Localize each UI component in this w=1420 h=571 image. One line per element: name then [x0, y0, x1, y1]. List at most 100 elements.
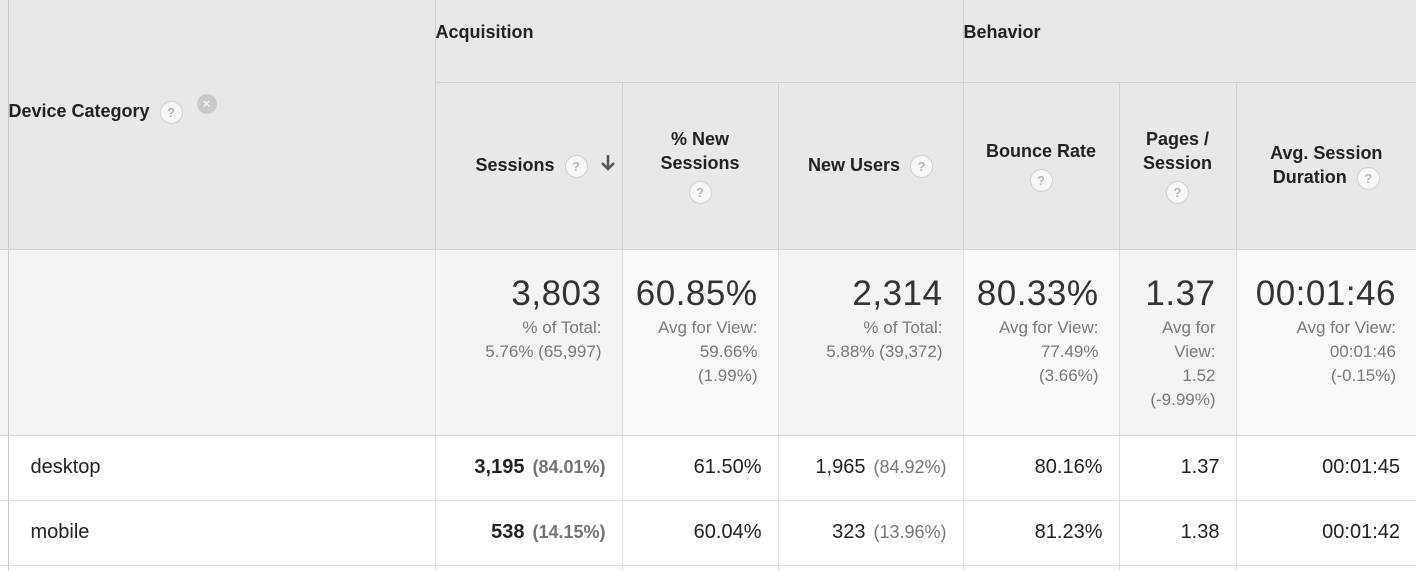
totals-pages-note4: (-9.99%): [1150, 389, 1216, 409]
header-group-row: Device Category ? × Acquisition Behavior: [0, 0, 1416, 250]
help-icon[interactable]: ?: [1356, 166, 1380, 190]
totals-new-sessions: 60.85% Avg for View: 59.66% (1.99%): [621, 249, 778, 436]
totals-new-sessions-note3: (1.99%): [697, 365, 758, 385]
sessions-cell: [434, 565, 622, 571]
pages-cell: [1118, 565, 1236, 571]
header-metric-row: Sessions? % New Sessions ? New Users? Bo…: [0, 82, 1416, 250]
new-sessions-header-line1: % New: [670, 129, 730, 149]
totals-avg-session-duration: 00:01:46 Avg for View: 00:01:46 (-0.15%): [1235, 249, 1416, 436]
help-icon[interactable]: ?: [1166, 181, 1189, 204]
acquisition-label: Acquisition: [435, 22, 534, 43]
totals-new-sessions-note2: 59.66%: [699, 341, 758, 361]
duration-cell: 00:01:42: [1235, 500, 1416, 566]
table-row-partial: [0, 565, 1416, 571]
duration-cell: [1235, 565, 1416, 571]
device-cell[interactable]: desktop: [7, 435, 435, 501]
help-icon[interactable]: ?: [1029, 169, 1053, 192]
new-sessions-column-header[interactable]: % New Sessions ?: [621, 82, 778, 250]
help-icon[interactable]: ?: [564, 154, 588, 178]
duration-cell: 00:01:45: [1235, 435, 1416, 501]
device-cell: [7, 565, 435, 571]
behavior-label: Behavior: [963, 22, 1041, 43]
help-icon[interactable]: ?: [910, 154, 934, 178]
duration-header-line2: Duration: [1272, 167, 1347, 188]
pages-value: 1.38: [1180, 521, 1220, 543]
sessions-header-label: Sessions: [475, 154, 555, 175]
totals-new-users-note1: % of Total:: [863, 317, 943, 337]
device-cell[interactable]: mobile: [7, 500, 435, 566]
totals-selector-cell: [0, 249, 8, 436]
totals-new-sessions-value: 60.85%: [635, 273, 758, 313]
sessions-value: 538: [491, 521, 525, 543]
acquisition-group-header: Acquisition: [434, 0, 963, 83]
help-icon[interactable]: ?: [159, 100, 183, 124]
totals-new-users: 2,314 % of Total: 5.88% (39,372): [777, 249, 963, 436]
totals-sessions: 3,803 % of Total: 5.76% (65,997): [434, 249, 622, 436]
new-sessions-cell: 60.04%: [621, 500, 778, 566]
new-users-value: 323: [832, 521, 866, 543]
pages-cell: 1.38: [1118, 500, 1236, 566]
duration-value: 00:01:42: [1322, 521, 1400, 543]
behavior-group-header: Behavior: [962, 0, 1416, 83]
new-sessions-value: 60.04%: [693, 521, 762, 543]
totals-row: 3,803 % of Total: 5.76% (65,997) 60.85% …: [0, 249, 1416, 436]
bounce-rate-header-label: Bounce Rate: [985, 141, 1097, 161]
bounce-rate-cell: [962, 565, 1119, 571]
new-users-value: 1,965: [815, 456, 866, 478]
close-circle-icon[interactable]: ×: [196, 94, 217, 115]
dimension-header-label: Device Category: [8, 101, 150, 121]
bounce-rate-cell: 81.23%: [962, 500, 1119, 566]
duration-value: 00:01:45: [1322, 456, 1400, 478]
totals-pages-note3: 1.52: [1182, 365, 1216, 385]
totals-new-sessions-note1: Avg for View:: [657, 317, 758, 337]
new-users-cell: 1,965 (84.92%): [777, 435, 963, 501]
totals-duration-value: 00:01:46: [1255, 273, 1396, 313]
pages-cell: 1.37: [1118, 435, 1236, 501]
bounce-rate-value: 80.16%: [1034, 456, 1103, 478]
pages-header-line1: Pages /: [1145, 129, 1210, 149]
pages-per-session-column-header[interactable]: Pages / Session ?: [1118, 82, 1236, 250]
new-sessions-cell: 61.50%: [621, 435, 778, 501]
totals-dimension-cell: [7, 249, 435, 436]
new-sessions-value: 61.50%: [693, 456, 762, 478]
row-selector-header: [0, 0, 8, 250]
arrow-down-icon[interactable]: [600, 154, 616, 178]
totals-pages-note2: View:: [1174, 341, 1216, 361]
table-row: desktop 3,195 (84.01%) 61.50% 1,965 (84.92…: [0, 435, 1416, 501]
row-selector-cell: [0, 500, 8, 566]
new-users-column-header[interactable]: New Users?: [777, 82, 963, 250]
duration-header-line1: Avg. Session: [1270, 143, 1383, 164]
totals-duration-note1: Avg for View:: [1296, 317, 1396, 337]
new-users-percent: (84.92%): [873, 457, 947, 477]
device-label: desktop: [30, 456, 101, 478]
dimension-header[interactable]: Device Category ? ×: [7, 0, 435, 250]
pages-header-line2: Session: [1142, 153, 1213, 173]
new-users-cell: 323 (13.96%): [777, 500, 963, 566]
totals-bounce-rate-note2: 77.49%: [1040, 341, 1099, 361]
new-users-header-label: New Users: [807, 155, 901, 176]
sessions-cell: 538 (14.15%): [434, 500, 622, 566]
totals-duration-note2: 00:01:46: [1329, 341, 1396, 361]
sessions-percent: (84.01%): [532, 457, 606, 477]
sessions-percent: (14.15%): [532, 522, 606, 542]
new-users-cell: [777, 565, 963, 571]
sessions-column-header[interactable]: Sessions?: [434, 82, 622, 250]
avg-session-duration-column-header[interactable]: Avg. Session Duration?: [1235, 82, 1416, 250]
totals-duration-note3: (-0.15%): [1330, 365, 1396, 385]
totals-sessions-note2: 5.76% (65,997): [485, 341, 602, 361]
new-sessions-cell: [621, 565, 778, 571]
pages-value: 1.37: [1180, 456, 1220, 478]
bounce-rate-column-header[interactable]: Bounce Rate ?: [962, 82, 1119, 250]
totals-bounce-rate-value: 80.33%: [976, 273, 1099, 313]
help-icon[interactable]: ?: [688, 181, 712, 204]
totals-new-users-note2: 5.88% (39,372): [826, 341, 943, 361]
device-label: mobile: [30, 521, 90, 543]
row-selector-cell: [0, 435, 8, 501]
bounce-rate-value: 81.23%: [1034, 521, 1103, 543]
totals-pages-note1: Avg for: [1161, 317, 1216, 337]
totals-pages-per-session: 1.37 Avg for View: 1.52 (-9.99%): [1118, 249, 1236, 436]
totals-pages-value: 1.37: [1145, 273, 1216, 313]
table-row: mobile 538 (14.15%) 60.04% 323 (13.96%) 81…: [0, 500, 1416, 566]
